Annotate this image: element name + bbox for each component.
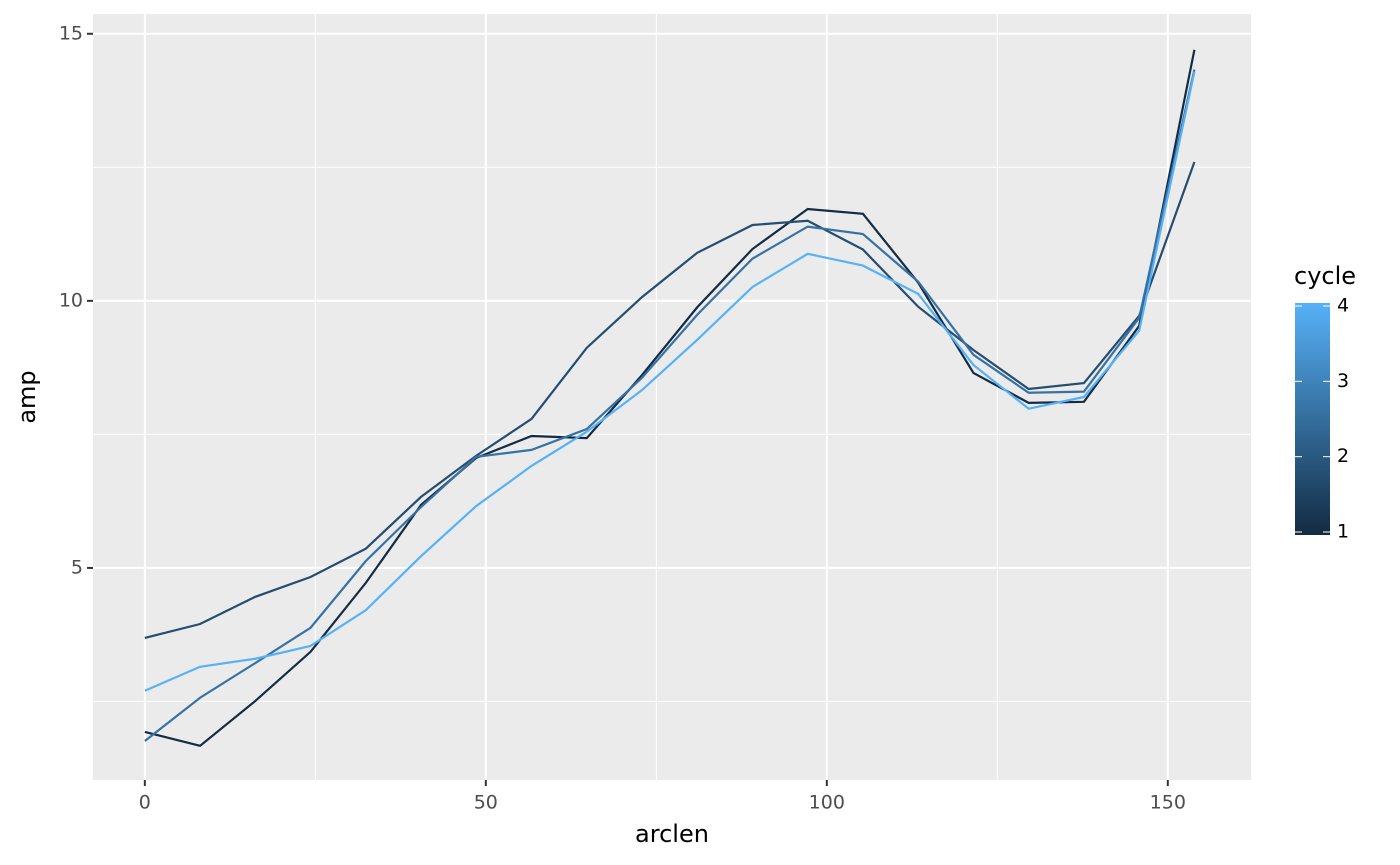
x-tick-label: 150 bbox=[1150, 792, 1186, 814]
series-line bbox=[144, 71, 1196, 692]
legend-label: 3 bbox=[1337, 370, 1349, 392]
panel bbox=[93, 14, 1251, 780]
series-line bbox=[144, 69, 1196, 742]
y-axis-title: amp bbox=[13, 370, 41, 423]
y-tick-label: 5 bbox=[71, 556, 83, 578]
y-tick-label: 15 bbox=[59, 22, 83, 44]
x-tick-label: 50 bbox=[474, 792, 498, 814]
y-tick-label: 10 bbox=[59, 289, 83, 311]
series-line bbox=[144, 161, 1196, 639]
legend-label: 4 bbox=[1337, 295, 1349, 317]
legend-label: 2 bbox=[1337, 445, 1349, 467]
x-tick-label: 100 bbox=[809, 792, 845, 814]
colorbar bbox=[1295, 303, 1330, 535]
legend-label: 1 bbox=[1337, 521, 1349, 543]
x-tick-label: 0 bbox=[139, 792, 151, 814]
x-axis-title: arclen bbox=[635, 820, 709, 848]
legend-title: cycle bbox=[1294, 262, 1356, 290]
